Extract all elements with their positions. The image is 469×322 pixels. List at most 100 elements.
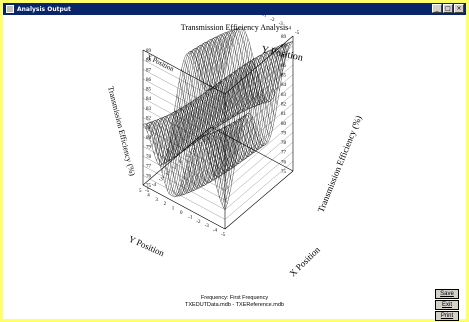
mesh-line bbox=[208, 28, 291, 104]
tick-labels: 543210-1-2-3-4-5898887868584838281807978… bbox=[139, 15, 300, 238]
grid-line bbox=[142, 136, 226, 181]
tick-label-x-bottom: 3 bbox=[199, 143, 202, 148]
grid-line bbox=[142, 175, 226, 220]
tick-label-z-left: 82 bbox=[146, 117, 152, 122]
tick-label-y-bottom: 4 bbox=[147, 193, 150, 198]
window-controls: _ □ × bbox=[432, 4, 464, 13]
tick-label-y-bottom: 5 bbox=[139, 189, 142, 194]
mesh-line bbox=[147, 120, 230, 195]
tick-label-y-bottom: -2 bbox=[196, 220, 201, 225]
footer-frequency: Frequency: First Frequency bbox=[200, 295, 269, 301]
tick-label-z-right: 79 bbox=[281, 131, 287, 136]
mesh-line bbox=[170, 92, 253, 168]
tick-label-y-top: -3 bbox=[279, 22, 284, 27]
tick-label-x-bottom: 1 bbox=[186, 154, 189, 159]
tick-label-y-bottom: -3 bbox=[205, 224, 210, 229]
tick-label-z-left: 89 bbox=[146, 49, 152, 54]
maximize-button[interactable]: □ bbox=[443, 4, 453, 13]
tick-label-z-left: 79 bbox=[146, 145, 152, 150]
tick-label-x-bottom: -3 bbox=[159, 177, 164, 182]
mesh-line bbox=[172, 89, 255, 164]
mesh-line bbox=[163, 102, 246, 178]
analysis-output-window: Analysis Output _ □ × Transmission Effic… bbox=[3, 3, 466, 321]
grid-line bbox=[142, 184, 226, 230]
mesh-line bbox=[176, 82, 260, 157]
tick-label-x-bottom: 4 bbox=[206, 137, 209, 142]
mesh-line bbox=[154, 114, 237, 189]
tick-label-z-right: 88 bbox=[281, 45, 287, 50]
tick-label-x-bottom: -2 bbox=[165, 172, 170, 177]
tick-label-z-left: 75 bbox=[146, 184, 152, 189]
tick-label-z-right: 89 bbox=[281, 35, 287, 40]
tick-label-y-bottom: -1 bbox=[188, 215, 193, 220]
tick-label-z-left: 76 bbox=[146, 174, 152, 179]
grid-line bbox=[224, 142, 294, 201]
tick-label-y-bottom: -4 bbox=[213, 229, 218, 234]
window-title: Analysis Output bbox=[17, 5, 71, 13]
surface-mesh bbox=[142, 27, 294, 210]
axis-label-z-left: Transmission Efficiency (%) bbox=[106, 85, 137, 177]
tick-label-z-right: 87 bbox=[281, 54, 287, 59]
mesh-line bbox=[201, 34, 285, 109]
mesh-line bbox=[167, 96, 251, 171]
tick-label-y-bottom: 3 bbox=[155, 198, 158, 203]
tick-label-x-bottom: 5 bbox=[213, 131, 216, 136]
tick-label-z-left: 84 bbox=[146, 97, 152, 102]
tick-label-z-right: 82 bbox=[281, 103, 287, 108]
tick-label-y-bottom: 0 bbox=[180, 211, 183, 216]
tick-label-x-bottom: -5 bbox=[145, 189, 150, 194]
axis-label-x-bottom: X Position bbox=[287, 244, 322, 278]
footer-databases: TXEDUTData.mdb - TXEReference.mdb bbox=[185, 302, 284, 308]
tick-label-z-left: 77 bbox=[146, 165, 152, 170]
chart-title: Transmission Efficiency Analysis bbox=[180, 23, 289, 32]
mesh-line bbox=[179, 78, 262, 153]
mesh-line bbox=[165, 99, 248, 175]
mesh-line bbox=[151, 116, 235, 191]
grid-line bbox=[224, 132, 294, 191]
tick-label-z-left: 83 bbox=[146, 107, 152, 112]
mesh-line bbox=[181, 68, 264, 150]
surface-plot: 543210-1-2-3-4-5898887868584838281807978… bbox=[106, 15, 364, 278]
mesh-line bbox=[194, 42, 278, 117]
tick-label-z-left: 86 bbox=[146, 78, 152, 83]
axis-label-y-bottom: Y Position bbox=[127, 234, 166, 259]
mesh-line bbox=[199, 36, 282, 112]
app-icon[interactable] bbox=[6, 5, 14, 13]
tick-label-z-left: 78 bbox=[146, 155, 152, 160]
close-button[interactable]: × bbox=[454, 4, 464, 13]
grid-line bbox=[224, 151, 294, 210]
mesh-line bbox=[149, 118, 232, 193]
minimize-button[interactable]: _ bbox=[432, 4, 442, 13]
title-bar[interactable]: Analysis Output _ □ × bbox=[3, 3, 466, 15]
tick-label-x-bottom: -1 bbox=[172, 166, 177, 171]
tick-label-z-right: 83 bbox=[281, 93, 287, 98]
tick-label-z-right: 81 bbox=[281, 112, 287, 117]
mesh-line bbox=[158, 108, 242, 184]
mesh-line bbox=[145, 122, 228, 204]
mesh-line bbox=[142, 123, 226, 210]
tick-label-z-left: 87 bbox=[146, 68, 152, 73]
tick-label-z-left: 80 bbox=[146, 136, 152, 141]
grid-line bbox=[142, 59, 226, 104]
tick-label-y-bottom: 1 bbox=[172, 207, 175, 212]
grid-line bbox=[224, 64, 294, 123]
save-button[interactable]: Save bbox=[435, 289, 459, 299]
mesh-line bbox=[210, 27, 294, 102]
tick-label-y-top: -5 bbox=[295, 31, 300, 36]
tick-label-z-right: 85 bbox=[281, 74, 287, 79]
tick-label-y-top: -2 bbox=[270, 18, 275, 23]
tick-label-y-top: -1 bbox=[262, 15, 267, 18]
tick-label-z-right: 86 bbox=[281, 64, 287, 69]
exit-button[interactable]: Exit bbox=[435, 300, 459, 310]
frame-edge bbox=[210, 126, 294, 172]
tick-label-z-right: 77 bbox=[281, 151, 287, 156]
tick-label-z-right: 80 bbox=[281, 122, 287, 127]
print-button[interactable]: Print bbox=[435, 311, 459, 321]
tick-label-z-right: 78 bbox=[281, 141, 287, 146]
mesh-line bbox=[183, 60, 266, 146]
grid-line bbox=[142, 165, 226, 210]
tick-label-z-left: 81 bbox=[146, 126, 152, 131]
mesh-line bbox=[204, 32, 287, 107]
grid-line bbox=[224, 161, 294, 220]
mesh-line bbox=[206, 30, 289, 105]
